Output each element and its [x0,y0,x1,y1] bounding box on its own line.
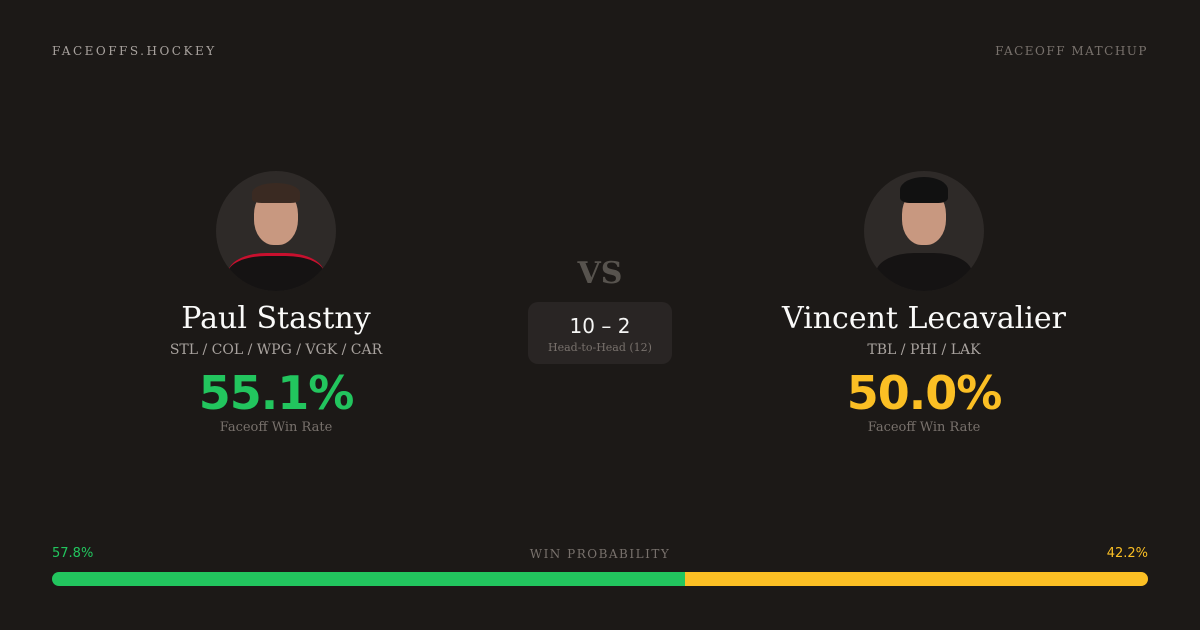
page-label: FACEOFF MATCHUP [995,44,1148,58]
player-teams: TBL / PHI / LAK [867,342,981,358]
vs-label: VS [577,256,623,291]
player-win-rate: 50.0% [846,366,1003,420]
player-card-left: Paul Stastny STL / COL / WPG / VGK / CAR… [76,171,476,435]
player-avatar [864,171,984,291]
win-probability-bar [52,572,1148,586]
brand-logo-text: FACEOFFS.HOCKEY [52,44,217,58]
win-probability-bar-right [685,572,1148,586]
win-probability-right: 42.2% [1106,546,1148,561]
head-to-head-box: 10 – 2 Head-to-Head (12) [528,302,672,364]
win-probability-title: WIN PROBABILITY [529,547,671,561]
win-probability-left: 57.8% [52,546,94,561]
win-probability-bar-left [52,572,686,586]
player-teams: STL / COL / WPG / VGK / CAR [169,342,383,358]
player-name: Vincent Lecavalier [781,301,1066,336]
head-to-head-label: Head-to-Head (12) [548,341,652,354]
player-card-right: Vincent Lecavalier TBL / PHI / LAK 50.0%… [724,171,1124,435]
player-name: Paul Stastny [181,301,371,336]
player-avatar [216,171,336,291]
win-rate-label: Faceoff Win Rate [219,420,333,435]
head-to-head-score: 10 – 2 [569,314,631,338]
player-win-rate: 55.1% [198,366,355,420]
win-rate-label: Faceoff Win Rate [867,420,981,435]
